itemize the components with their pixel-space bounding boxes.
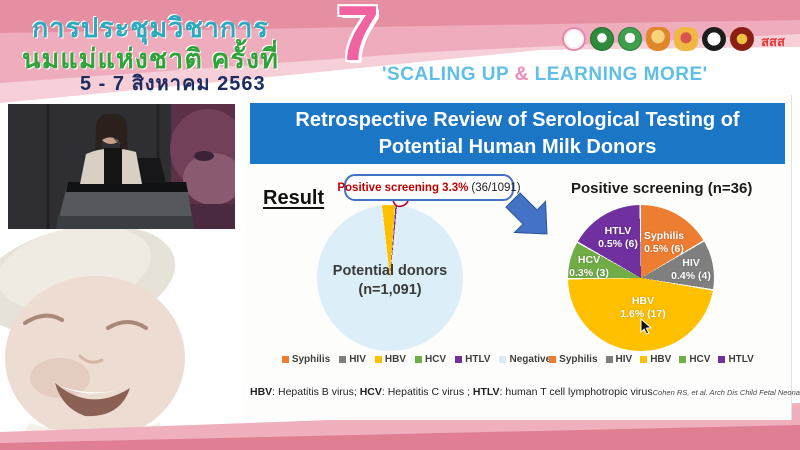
slice-label-htlv: HTLV 0.5% (6) [598,225,638,250]
green-health-org-logo-icon [590,27,614,51]
conference-subtitle-thai: นมแม่แห่งชาติ ครั้งที่ [22,44,279,74]
legend-swatch-icon [679,356,687,363]
legend-label: Negative [509,354,552,365]
baby-illustration [0,224,246,440]
edition-number: 7 [336,0,380,77]
slice-label-syphilis: Syphilis 0.5% (6) [643,230,685,255]
legend-item-htlv: HTLV [455,354,490,365]
legend-label: HTLV [728,354,754,365]
positive-screening-chart-title: Positive screening (n=36) [571,180,753,197]
legend-item-hiv: HIV [339,354,366,365]
conference-dates-thai: 5 - 7 สิงหาคม 2563 [80,73,266,95]
legend-swatch-icon [339,356,347,363]
legend-label: Syphilis [291,354,331,365]
mouse-cursor-icon [640,318,652,335]
legend-label: Syphilis [559,354,598,365]
potential-donors-label: Potential donors (n=1,091) [332,263,448,298]
slide-title: Retrospective Review of Serological Test… [250,103,785,164]
royal-gold-emblem-icon [646,27,670,51]
sponsor-logo-row: สสส [562,27,788,51]
legend-item-hcv: HCV [414,354,447,365]
legend-swatch-icon [605,356,613,363]
legend-swatch-icon [281,356,289,363]
legend-item-hbv: HBV [374,354,406,365]
legend-label: HBV [384,354,406,365]
positive-screening-callout: Positive screening 3.3% (36/1091) [337,174,521,201]
legend-item-hiv: HIV [605,354,633,365]
slice-label-hbv: HBV 1.6% (17) [620,295,666,320]
royal-crown-emblem-icon [674,27,698,51]
legend-item-negative: Negative [499,354,551,365]
legend-label: HCV [689,354,711,365]
potential-donors-pie-chart [317,205,463,351]
green-health-org-2-logo-icon [618,27,642,51]
presenter-scene [8,104,246,229]
legend-swatch-icon [640,356,648,363]
legend-swatch-icon [718,356,726,363]
legend-swatch-icon [499,356,507,363]
legend-item-syphilis: Syphilis [281,354,331,365]
blue-arrow-icon [505,192,548,235]
callout-pointer-icon [392,199,409,208]
university-seal-black-icon [702,27,726,51]
header-pink-banner [0,0,800,103]
legend-swatch-icon [414,356,422,363]
right-pie-legend: Syphilis HIV HBV HCV HTLV [549,354,754,365]
slice-label-hcv: HCV 0.3% (3) [569,254,609,279]
presenter-video-feed [8,104,246,229]
mother-child-foundation-logo-icon [562,27,586,51]
legend-item-htlv: HTLV [718,354,754,365]
university-seal-red-icon [730,27,754,51]
result-heading: Result [263,187,325,209]
conference-title-thai: การประชุมวิชาการ [32,13,269,43]
legend-swatch-icon [455,356,463,363]
reference-citation: Cohen RS, et al. Arch Dis Child Fetal Ne… [652,387,800,397]
legend-item-hcv: HCV [679,354,710,365]
legend-item-hbv: HBV [640,354,671,365]
sss-thai-health-logo-icon: สสส [761,34,785,49]
legend-label: HIV [349,354,366,365]
callout-fraction: (36/1091) [471,181,521,194]
presentation-slide: Retrospective Review of Serological Test… [244,95,800,420]
baby-photo-background [0,224,246,440]
callout-percentage: Positive screening 3.3% [337,181,469,194]
legend-label: HCV [424,354,447,365]
left-pie-legend: Syphilis HIV HBV HCV HTLV Negative [281,354,551,365]
virus-abbreviation-note: HBV: Hepatitis B virus; HCV: Hepatitis C… [250,386,653,398]
slice-label-hiv: HIV 0.4% (4) [671,257,711,282]
legend-label: HIV [615,354,633,365]
conference-slogan: 'SCALING UP & LEARNING MORE' [382,64,708,85]
legend-swatch-icon [374,356,382,363]
legend-item-syphilis: Syphilis [549,354,598,365]
conference-header: การประชุมวิชาการ นมแม่แห่งชาติ ครั้งที่ … [0,0,800,105]
legend-label: HBV [650,354,672,365]
legend-label: HTLV [465,354,491,365]
slide-footer: HBV: Hepatitis B virus; HCV: Hepatitis C… [246,383,800,401]
legend-swatch-icon [549,356,557,363]
